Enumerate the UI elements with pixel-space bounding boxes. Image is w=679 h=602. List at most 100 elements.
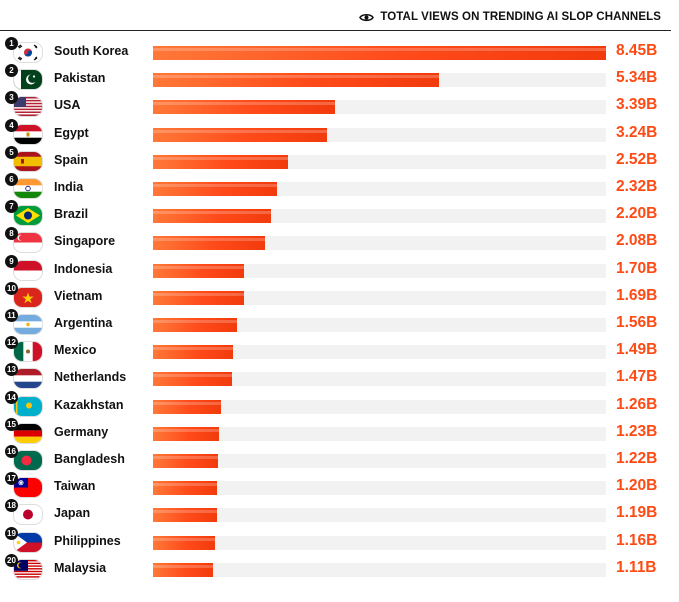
bar-row-singapore: 8 Singapore 2.08B xyxy=(0,227,679,257)
rank-badge: 15 xyxy=(5,417,18,431)
country-label: Taiwan xyxy=(54,479,96,494)
value-label: 1.23B xyxy=(616,422,658,440)
bar xyxy=(153,290,244,305)
bar xyxy=(153,100,335,115)
rank-badge: 4 xyxy=(5,118,18,132)
bar-row-netherlands: 13 Netherlands 1.47B xyxy=(0,363,679,393)
value-label: 3.39B xyxy=(616,96,658,114)
country-label: Japan xyxy=(54,506,91,521)
bar xyxy=(153,481,218,496)
rank-badge: 10 xyxy=(5,281,18,295)
country-label: Argentina xyxy=(54,316,113,330)
rank-badge: 5 xyxy=(5,145,18,159)
bar-track xyxy=(153,535,606,550)
value-label: 2.32B xyxy=(616,178,658,195)
bar xyxy=(153,46,606,60)
bar-row-indonesia: 9 Indonesia 1.70B xyxy=(0,254,679,285)
country-label: Indonesia xyxy=(54,261,113,276)
rank-badge: 18 xyxy=(5,499,18,513)
bar-row-taiwan: 17 Taiwan 1.20B xyxy=(0,472,679,502)
bar xyxy=(153,399,221,414)
rank-badge: 19 xyxy=(5,526,18,540)
country-label: Pakistan xyxy=(54,71,106,86)
bar xyxy=(153,154,289,169)
bar-track xyxy=(153,290,606,305)
rank-badge: 14 xyxy=(5,390,18,404)
bar-track xyxy=(153,100,606,115)
bar xyxy=(153,535,216,550)
bar-track xyxy=(153,508,606,523)
bar-track xyxy=(153,263,606,278)
bar-track xyxy=(153,73,606,88)
usa-flag-icon xyxy=(13,96,43,118)
bar-row-south-korea: 1 South Korea 8.45B xyxy=(0,37,679,67)
rank-badge: 11 xyxy=(5,309,18,322)
bar-track xyxy=(153,46,606,60)
bar-row-bangladesh: 16 Bangladesh 1.22B xyxy=(0,445,679,475)
bar xyxy=(153,127,327,142)
value-label: 2.20B xyxy=(616,205,658,223)
value-label: 1.70B xyxy=(616,259,658,277)
spain-flag-icon xyxy=(13,150,43,172)
bar xyxy=(153,562,213,577)
value-label: 1.16B xyxy=(616,531,658,549)
taiwan-flag-icon xyxy=(13,477,43,499)
value-label: 2.08B xyxy=(616,232,658,250)
bar-track xyxy=(153,372,606,387)
country-label: South Korea xyxy=(54,44,129,58)
bar xyxy=(153,426,219,441)
bar-row-philippines: 19 Philippines 1.16B xyxy=(0,526,679,557)
bar xyxy=(153,73,440,88)
eye-icon xyxy=(359,13,375,21)
bar xyxy=(153,263,245,278)
rank-badge: 12 xyxy=(5,336,18,350)
bar-row-spain: 5 Spain 2.52B xyxy=(0,145,679,176)
bar-row-usa: 3 USA 3.39B xyxy=(0,91,679,121)
rank-badge: 13 xyxy=(5,363,18,377)
egypt-flag-icon xyxy=(13,123,43,145)
value-label: 1.56B xyxy=(616,314,658,331)
value-label: 1.22B xyxy=(616,450,658,467)
bar-track xyxy=(153,209,606,224)
value-label: 1.69B xyxy=(616,286,658,304)
rank-badge: 20 xyxy=(5,553,18,567)
brazil-flag-icon xyxy=(13,205,43,227)
chart-header: TOTAL VIEWS ON TRENDING AI SLOP CHANNELS xyxy=(0,0,679,31)
bar-row-pakistan: 2 Pakistan 5.34B xyxy=(0,64,679,94)
bar xyxy=(153,236,265,251)
value-label: 2.52B xyxy=(616,150,658,168)
bar-track xyxy=(153,182,606,196)
bar xyxy=(153,345,233,360)
country-label: Mexico xyxy=(54,343,97,358)
rank-badge: 7 xyxy=(5,200,18,214)
country-label: Spain xyxy=(54,152,89,167)
rank-badge: 17 xyxy=(5,472,18,486)
value-label: 3.24B xyxy=(616,123,658,141)
rank-badge: 9 xyxy=(5,254,18,268)
bar xyxy=(153,508,217,523)
country-label: Philippines xyxy=(54,533,121,548)
south-korea-flag-icon xyxy=(13,42,43,63)
bar xyxy=(153,318,237,332)
india-flag-icon xyxy=(13,178,43,199)
bar-track xyxy=(153,454,606,468)
country-label: Germany xyxy=(54,424,109,439)
rank-badge: 8 xyxy=(5,227,18,241)
value-label: 1.19B xyxy=(616,504,658,522)
header-divider xyxy=(0,30,671,31)
bar xyxy=(153,372,232,387)
rank-badge: 16 xyxy=(5,445,18,458)
bar-track xyxy=(153,127,606,142)
bar xyxy=(153,454,219,468)
country-label: Netherlands xyxy=(54,370,127,385)
country-label: Singapore xyxy=(54,234,116,249)
bar-row-vietnam: 10 Vietnam 1.69B xyxy=(0,281,679,312)
bar-track xyxy=(153,399,606,414)
bar-row-kazakhstan: 14 Kazakhstan 1.26B xyxy=(0,390,679,421)
argentina-flag-icon xyxy=(13,314,43,335)
value-label: 1.20B xyxy=(616,477,658,495)
country-label: Bangladesh xyxy=(54,452,125,466)
bar-row-egypt: 4 Egypt 3.24B xyxy=(0,118,679,149)
bar-track xyxy=(153,236,606,251)
rank-badge: 2 xyxy=(5,64,18,78)
